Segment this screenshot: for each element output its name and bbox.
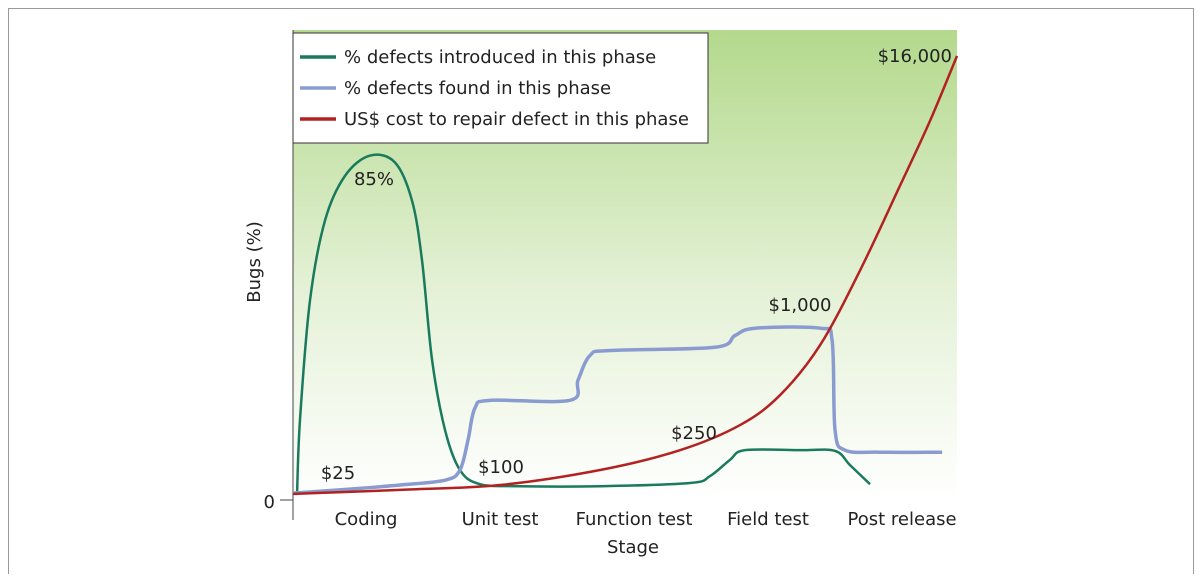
x-tick-label: Function test [576, 509, 693, 530]
legend-label: % defects found in this phase [344, 78, 611, 99]
x-tick-label: Coding [335, 509, 398, 530]
series-line [292, 325, 943, 495]
x-tick-label: Field test [727, 509, 809, 530]
annotation: 85% [354, 169, 394, 190]
annotation: $250 [671, 423, 717, 444]
annotation: $25 [321, 463, 355, 484]
x-tick-label: Post release [848, 509, 957, 530]
annotation: $16,000 [878, 46, 952, 67]
frame [8, 8, 1194, 578]
series-line [295, 153, 871, 496]
y-axis-label: Bugs (%) [244, 221, 265, 302]
y-tick-label: 0 [264, 492, 275, 513]
legend-box [292, 32, 709, 144]
annotation: $1,000 [769, 295, 832, 316]
annotation: $100 [478, 457, 524, 478]
legend-label: US$ cost to repair defect in this phase [344, 109, 689, 130]
legend: % defects introduced in this phase % defe… [292, 32, 709, 144]
x-tick-label: Unit test [462, 509, 539, 530]
legend-label: % defects introduced in this phase [344, 47, 656, 68]
x-axis-label: Stage [607, 537, 659, 558]
series-line [292, 55, 959, 496]
